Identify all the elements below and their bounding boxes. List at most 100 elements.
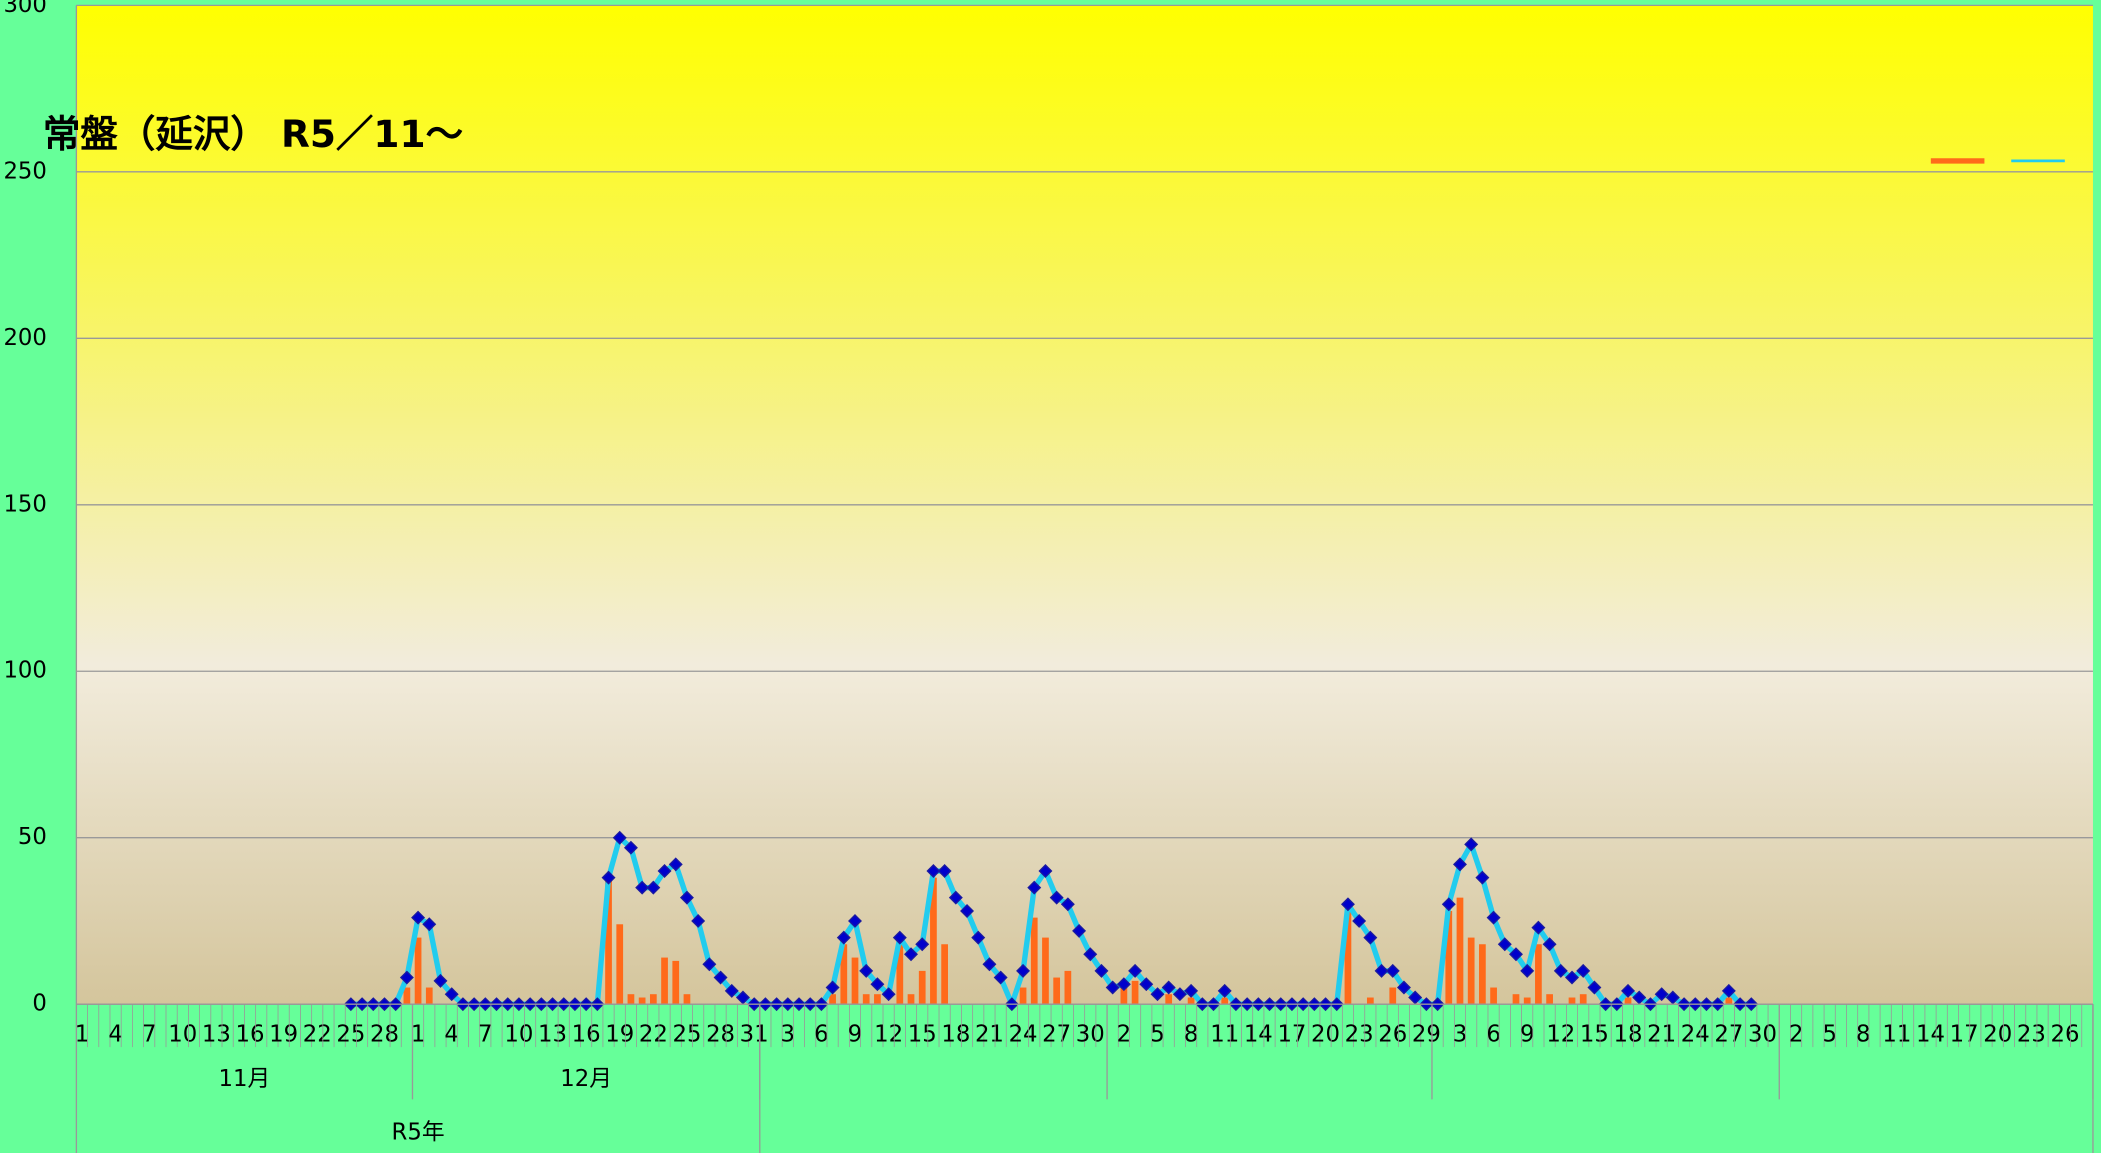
x-tick-label: 11 <box>1210 1022 1239 1048</box>
x-tick-label: 17 <box>1950 1022 1979 1048</box>
marker <box>1340 897 1355 912</box>
x-tick-label: 12 <box>1546 1022 1575 1048</box>
marker <box>646 880 661 895</box>
marker <box>848 913 862 928</box>
bar <box>862 994 870 1005</box>
bar <box>1064 970 1072 1005</box>
x-tick-label: 19 <box>605 1022 634 1048</box>
marker <box>1441 897 1456 912</box>
x-tick-label: 20 <box>1983 1022 2012 1048</box>
bar <box>851 957 859 1005</box>
x-tick-label: 28 <box>370 1022 399 1048</box>
x-tick-label: 12 <box>874 1022 903 1048</box>
marker <box>904 947 918 962</box>
marker <box>444 987 459 1002</box>
x-tick-label: 18 <box>1614 1022 1643 1048</box>
marker <box>1542 937 1557 952</box>
marker <box>948 890 963 905</box>
bar <box>414 937 422 1005</box>
x-tick-label: 8 <box>1184 1022 1198 1048</box>
x-tick-label: 17 <box>1277 1022 1306 1048</box>
marker <box>1486 910 1501 925</box>
marker <box>836 930 851 945</box>
bar <box>605 877 612 1005</box>
bar <box>649 994 657 1005</box>
bar <box>829 994 836 1005</box>
x-tick-label: 6 <box>814 1022 828 1048</box>
y-tick-label: 100 <box>3 658 46 684</box>
bar <box>1366 997 1374 1005</box>
x-tick-label: 23 <box>1345 1022 1374 1048</box>
marker <box>971 930 986 945</box>
x-tick-label: 9 <box>1520 1022 1534 1048</box>
x-tick-label: 29 <box>1412 1022 1441 1048</box>
marker <box>1172 987 1187 1002</box>
marker <box>825 980 840 995</box>
x-tick-label: 1 <box>75 1022 89 1048</box>
marker <box>1363 930 1378 945</box>
x-tick-label: 28 <box>706 1022 735 1048</box>
y-tick-label: 0 <box>32 991 46 1017</box>
bar <box>1535 944 1542 1005</box>
bar <box>425 987 433 1005</box>
bar <box>1579 994 1587 1005</box>
y-tick-label: 300 <box>3 0 46 18</box>
marker <box>1453 857 1467 872</box>
x-tick-label: 23 <box>2017 1022 2046 1048</box>
marker <box>657 864 672 878</box>
marker <box>668 857 683 872</box>
y-tick-label: 50 <box>18 824 47 850</box>
marker <box>1139 977 1154 992</box>
x-tick-label: 3 <box>781 1022 795 1048</box>
marker <box>881 987 896 1002</box>
x-tick-label: 2 <box>1117 1022 1131 1048</box>
bar <box>930 877 937 1005</box>
marker <box>433 973 448 988</box>
x-tick-label: 18 <box>941 1022 970 1048</box>
marker <box>1150 987 1165 1002</box>
bar <box>1624 997 1632 1005</box>
bar <box>1221 997 1229 1005</box>
marker <box>1038 864 1053 878</box>
marker <box>960 903 975 918</box>
x-tick-label: 26 <box>1378 1022 1407 1048</box>
marker <box>702 957 717 972</box>
x-tick-label: 7 <box>142 1022 156 1048</box>
group-label: 12月 <box>560 1066 612 1092</box>
marker <box>724 983 739 998</box>
x-tick-label: 25 <box>336 1022 365 1048</box>
marker <box>1721 983 1736 998</box>
bar <box>1456 897 1464 1005</box>
chart-title: 常盤（延沢） R5／11～ <box>43 112 463 156</box>
y-tick-label: 250 <box>3 158 46 184</box>
x-tick-label: 10 <box>168 1022 197 1048</box>
marker <box>1094 963 1109 978</box>
bar <box>1568 997 1576 1005</box>
marker <box>1128 963 1143 978</box>
marker <box>1116 977 1131 992</box>
bar <box>1030 917 1038 1005</box>
x-tick-label: 14 <box>1244 1022 1273 1048</box>
bar <box>1042 937 1049 1005</box>
marks <box>343 830 1759 1012</box>
marker <box>623 840 638 855</box>
x-tick-label: 10 <box>504 1022 533 1048</box>
marker <box>399 970 414 985</box>
marker <box>982 957 997 972</box>
group-label: R5年 <box>392 1119 445 1145</box>
marker <box>1161 980 1176 995</box>
bar <box>1165 994 1173 1005</box>
marker <box>1576 963 1591 978</box>
x-tick-label: 9 <box>848 1022 862 1048</box>
marker <box>635 880 650 895</box>
marker <box>1027 880 1042 895</box>
y-tick-label: 150 <box>3 491 46 517</box>
marker <box>1184 983 1199 998</box>
x-tick-label: 2 <box>1789 1022 1803 1048</box>
x-tick-label: 21 <box>1647 1022 1676 1048</box>
marker <box>1374 963 1389 978</box>
x-tick-label: 15 <box>908 1022 937 1048</box>
marker <box>1520 963 1535 978</box>
x-tick-label: 24 <box>1681 1022 1710 1048</box>
